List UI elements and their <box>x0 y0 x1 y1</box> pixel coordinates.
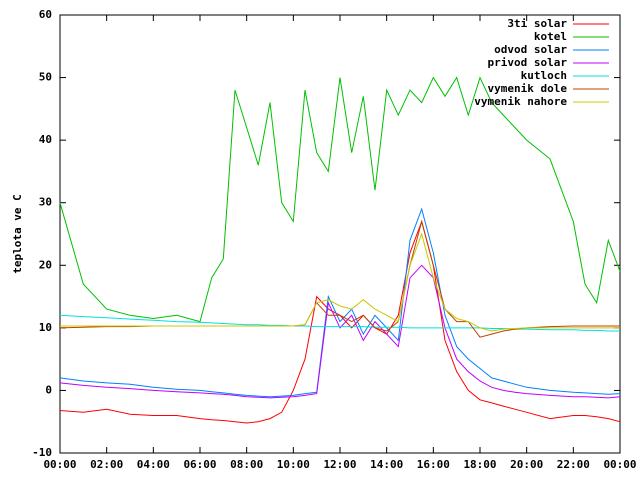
x-tick-label: 12:00 <box>323 458 356 471</box>
x-tick-label: 16:00 <box>417 458 450 471</box>
legend-label: vymenik nahore <box>474 95 567 108</box>
x-tick-label: 22:00 <box>557 458 590 471</box>
x-tick-label: 04:00 <box>137 458 170 471</box>
y-tick-label: 40 <box>39 133 52 146</box>
legend-label: vymenik dole <box>488 82 568 95</box>
series-line <box>59 207 621 398</box>
x-tick-label: 18:00 <box>463 458 496 471</box>
y-tick-label: 20 <box>39 258 52 271</box>
legend-label: odvod solar <box>494 43 567 56</box>
x-tick-label: 08:00 <box>230 458 263 471</box>
y-axis-label: teplota ve C <box>11 194 24 273</box>
legend-label: kutloch <box>521 69 567 82</box>
x-tick-label: 20:00 <box>510 458 543 471</box>
x-tick-label: 02:00 <box>90 458 123 471</box>
legend-label: kotel <box>534 30 567 43</box>
y-tick-label: 30 <box>39 196 52 209</box>
legend-label: 3ti solar <box>507 17 567 30</box>
y-tick-label: -10 <box>32 446 52 459</box>
x-tick-label: 00:00 <box>43 458 76 471</box>
series-line <box>59 76 621 323</box>
y-tick-label: 10 <box>39 321 52 334</box>
x-tick-label: 14:00 <box>370 458 403 471</box>
legend-label: privod solar <box>488 56 568 69</box>
plot-frame <box>59 14 621 454</box>
y-tick-label: 60 <box>39 8 52 21</box>
x-tick-label: 00:00 <box>603 458 636 471</box>
y-tick-label: 50 <box>39 71 52 84</box>
series-line <box>59 264 621 399</box>
y-tick-label: 0 <box>45 383 52 396</box>
x-tick-label: 10:00 <box>277 458 310 471</box>
series-line <box>60 232 620 332</box>
x-tick-label: 06:00 <box>183 458 216 471</box>
